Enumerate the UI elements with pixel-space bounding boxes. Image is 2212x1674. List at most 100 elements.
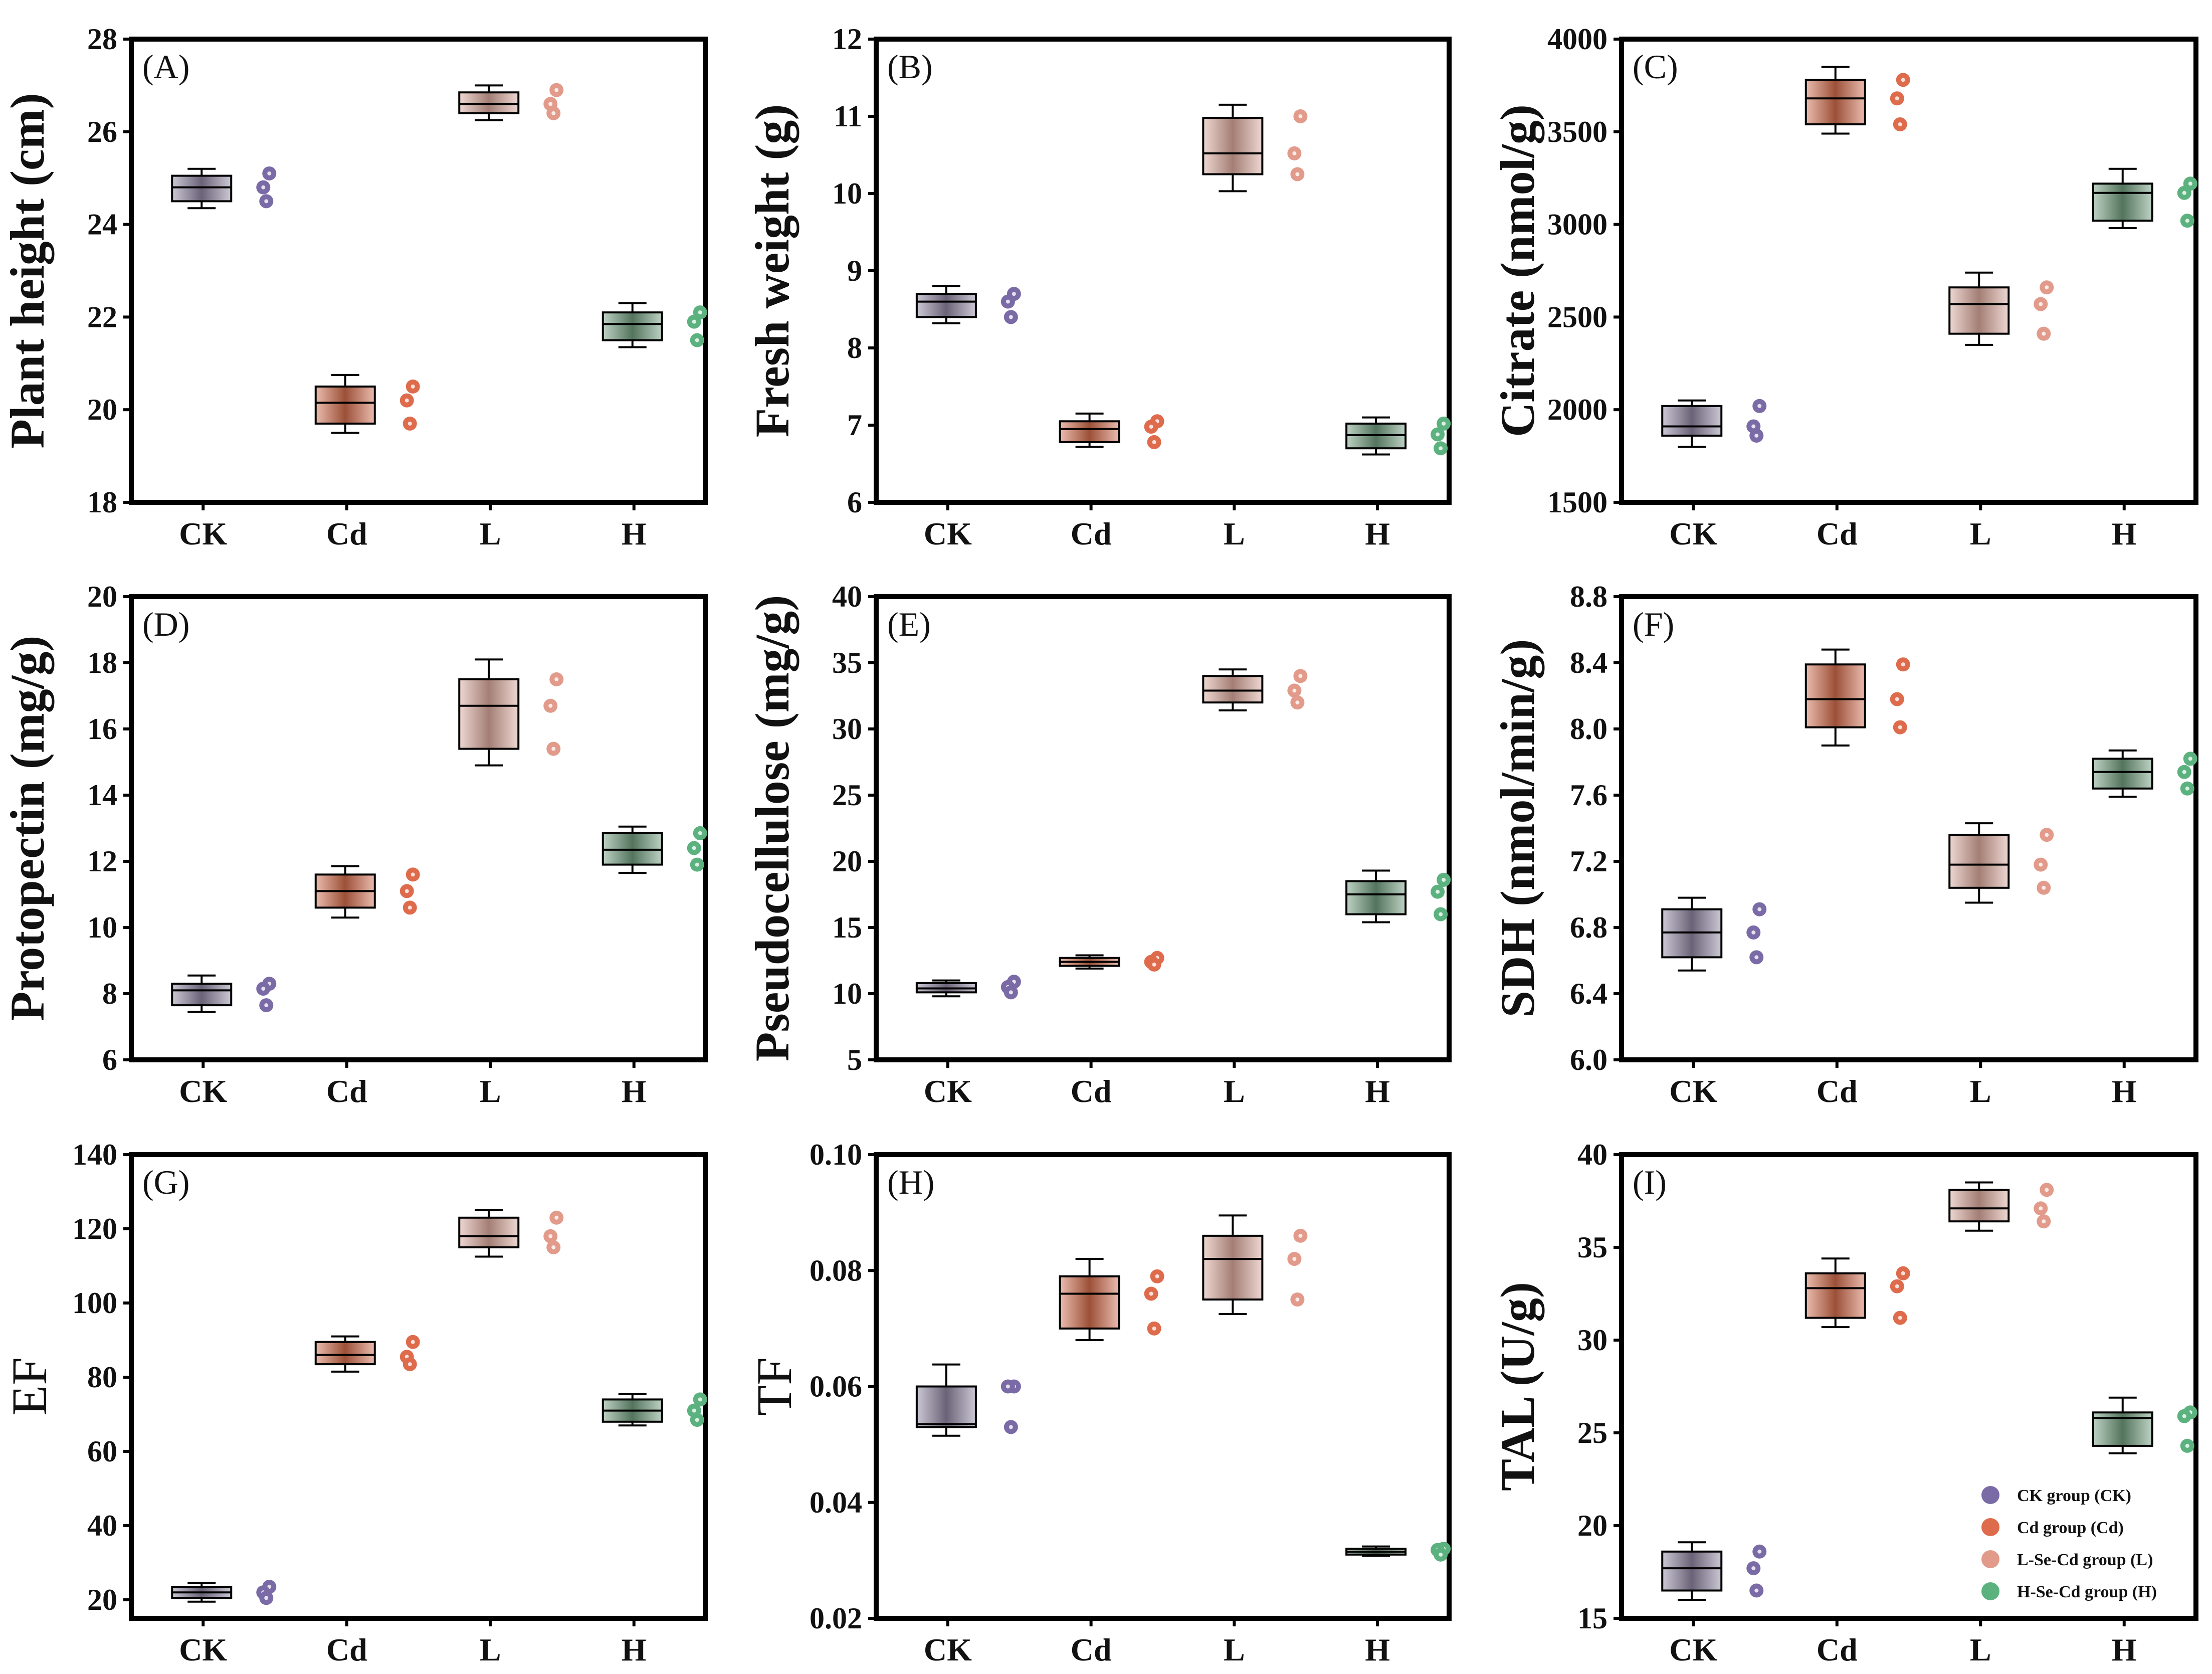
legend-marker: [1981, 1486, 1999, 1504]
data-point-highlight: [1006, 1384, 1010, 1389]
x-tick-label: CK: [179, 1632, 227, 1667]
data-point-highlight: [408, 1362, 412, 1367]
y-tick-label: 8.0: [1570, 712, 1607, 746]
data-point-highlight: [548, 1234, 553, 1238]
data-point-highlight: [1152, 1326, 1156, 1331]
x-tick-label: Cd: [1817, 1632, 1858, 1667]
y-tick-label: 6: [847, 486, 862, 519]
box: [1202, 1234, 1264, 1301]
data-point-highlight: [2185, 786, 2189, 791]
y-tick-label: 20: [1577, 1509, 1607, 1542]
x-tick-label: CK: [179, 516, 227, 551]
y-tick-label: 40: [832, 580, 862, 613]
x-tick-label: Cd: [1071, 1073, 1112, 1109]
data-point-highlight: [1009, 990, 1013, 995]
data-point-highlight: [1901, 662, 1905, 667]
data-point-highlight: [405, 398, 409, 403]
data-point-highlight: [1152, 440, 1156, 444]
legend-marker: [1981, 1550, 1999, 1568]
y-tick-label: 6: [102, 1043, 117, 1076]
x-tick-label: H: [2112, 1632, 2137, 1667]
data-point-highlight: [698, 310, 702, 315]
plot-frame: [129, 1152, 708, 1621]
data-point-highlight: [554, 88, 559, 92]
data-point-highlight: [548, 703, 553, 708]
panel-label: (C): [1633, 48, 1678, 86]
panel-i: 15 20 25 30 35 40 TAL (U/g) (I) CK Cd L H: [1491, 1138, 2198, 1667]
box: [915, 293, 977, 318]
data-point-highlight: [1298, 1233, 1303, 1238]
y-tick-label: 35: [832, 646, 862, 679]
x-tick-label: H: [622, 1073, 647, 1109]
y-axis-label: Fresh weight (g): [745, 104, 799, 438]
data-point-highlight: [1442, 421, 1446, 426]
y-axis-label: Citrate (nmol/g): [1491, 104, 1544, 437]
box-group-l: L: [458, 83, 564, 551]
data-point-highlight: [411, 872, 415, 877]
box: [915, 1385, 977, 1428]
data-point-highlight: [1751, 1566, 1756, 1571]
data-point-highlight: [1754, 1588, 1759, 1593]
x-tick-label: Cd: [1071, 516, 1112, 551]
panel-label: (B): [887, 48, 933, 86]
y-tick-label: 140: [72, 1138, 117, 1171]
y-axis-label: Protopectin (mg/g): [1, 636, 54, 1021]
y-axis-label: EF: [2, 1357, 57, 1416]
data-point-highlight: [695, 862, 699, 867]
box: [1948, 286, 2010, 335]
y-tick-label: 15: [832, 911, 862, 944]
box-group-l: L: [1948, 822, 2054, 1109]
data-point-highlight: [267, 171, 272, 175]
data-point-highlight: [551, 747, 556, 751]
box-group-h: H: [2092, 749, 2197, 1109]
y-tick-label: 30: [1577, 1324, 1607, 1357]
x-tick-label: H: [1365, 1073, 1390, 1109]
box-group-ck: CK: [1661, 896, 1767, 1109]
box-group-ck: CK: [171, 166, 277, 551]
data-point-highlight: [1292, 688, 1297, 693]
x-tick-label: L: [1224, 1073, 1245, 1109]
box: [314, 386, 376, 425]
panel-label: (A): [142, 48, 189, 86]
data-point-highlight: [695, 338, 699, 342]
panel-label: (F): [1633, 605, 1674, 643]
box-group-l: L: [1202, 1214, 1308, 1667]
data-point-highlight: [1295, 700, 1300, 705]
box: [1059, 420, 1120, 443]
box: [2092, 182, 2153, 222]
y-tick-label: 60: [87, 1435, 117, 1468]
plot-frame: [1619, 1152, 2198, 1621]
box-group-cd: Cd: [1059, 1258, 1164, 1667]
panel-d: 6 8 10 12 14 16 18 20 Protopectin (mg/g) (D) CK Cd L…: [1, 580, 708, 1109]
y-tick-label: 6.4: [1570, 977, 1607, 1010]
plot-frame: [129, 594, 708, 1062]
y-tick-label: 3000: [1547, 208, 1607, 241]
panel-g: 20 40 60 80 100 120 140 EF (G) CK Cd L H: [2, 1138, 708, 1667]
data-point-highlight: [1901, 1271, 1905, 1275]
box: [1804, 79, 1866, 126]
plot-frame: [129, 37, 708, 505]
data-point-highlight: [1439, 446, 1443, 451]
y-tick-label: 28: [87, 23, 117, 56]
box: [458, 678, 520, 750]
data-point-highlight: [1439, 1552, 1443, 1557]
box-group-cd: Cd: [314, 374, 420, 551]
panel-label: (G): [142, 1163, 189, 1201]
data-point-highlight: [1754, 433, 1759, 438]
y-tick-label: 8: [102, 977, 117, 1010]
data-point-highlight: [692, 1408, 696, 1413]
x-tick-label: CK: [924, 516, 972, 551]
x-tick-label: CK: [924, 1632, 972, 1667]
y-tick-label: 20: [87, 1583, 117, 1616]
y-tick-label: 12: [832, 23, 862, 56]
data-point-highlight: [1295, 1297, 1300, 1302]
data-point-highlight: [1295, 172, 1300, 176]
box-group-h: H: [1345, 416, 1451, 551]
y-tick-label: 3500: [1547, 115, 1607, 148]
x-tick-label: L: [1224, 1632, 1245, 1667]
box: [171, 983, 233, 1007]
box: [314, 1341, 376, 1366]
data-point-highlight: [1149, 425, 1153, 429]
panel-label: (D): [142, 605, 189, 643]
data-point-highlight: [1898, 725, 1902, 729]
